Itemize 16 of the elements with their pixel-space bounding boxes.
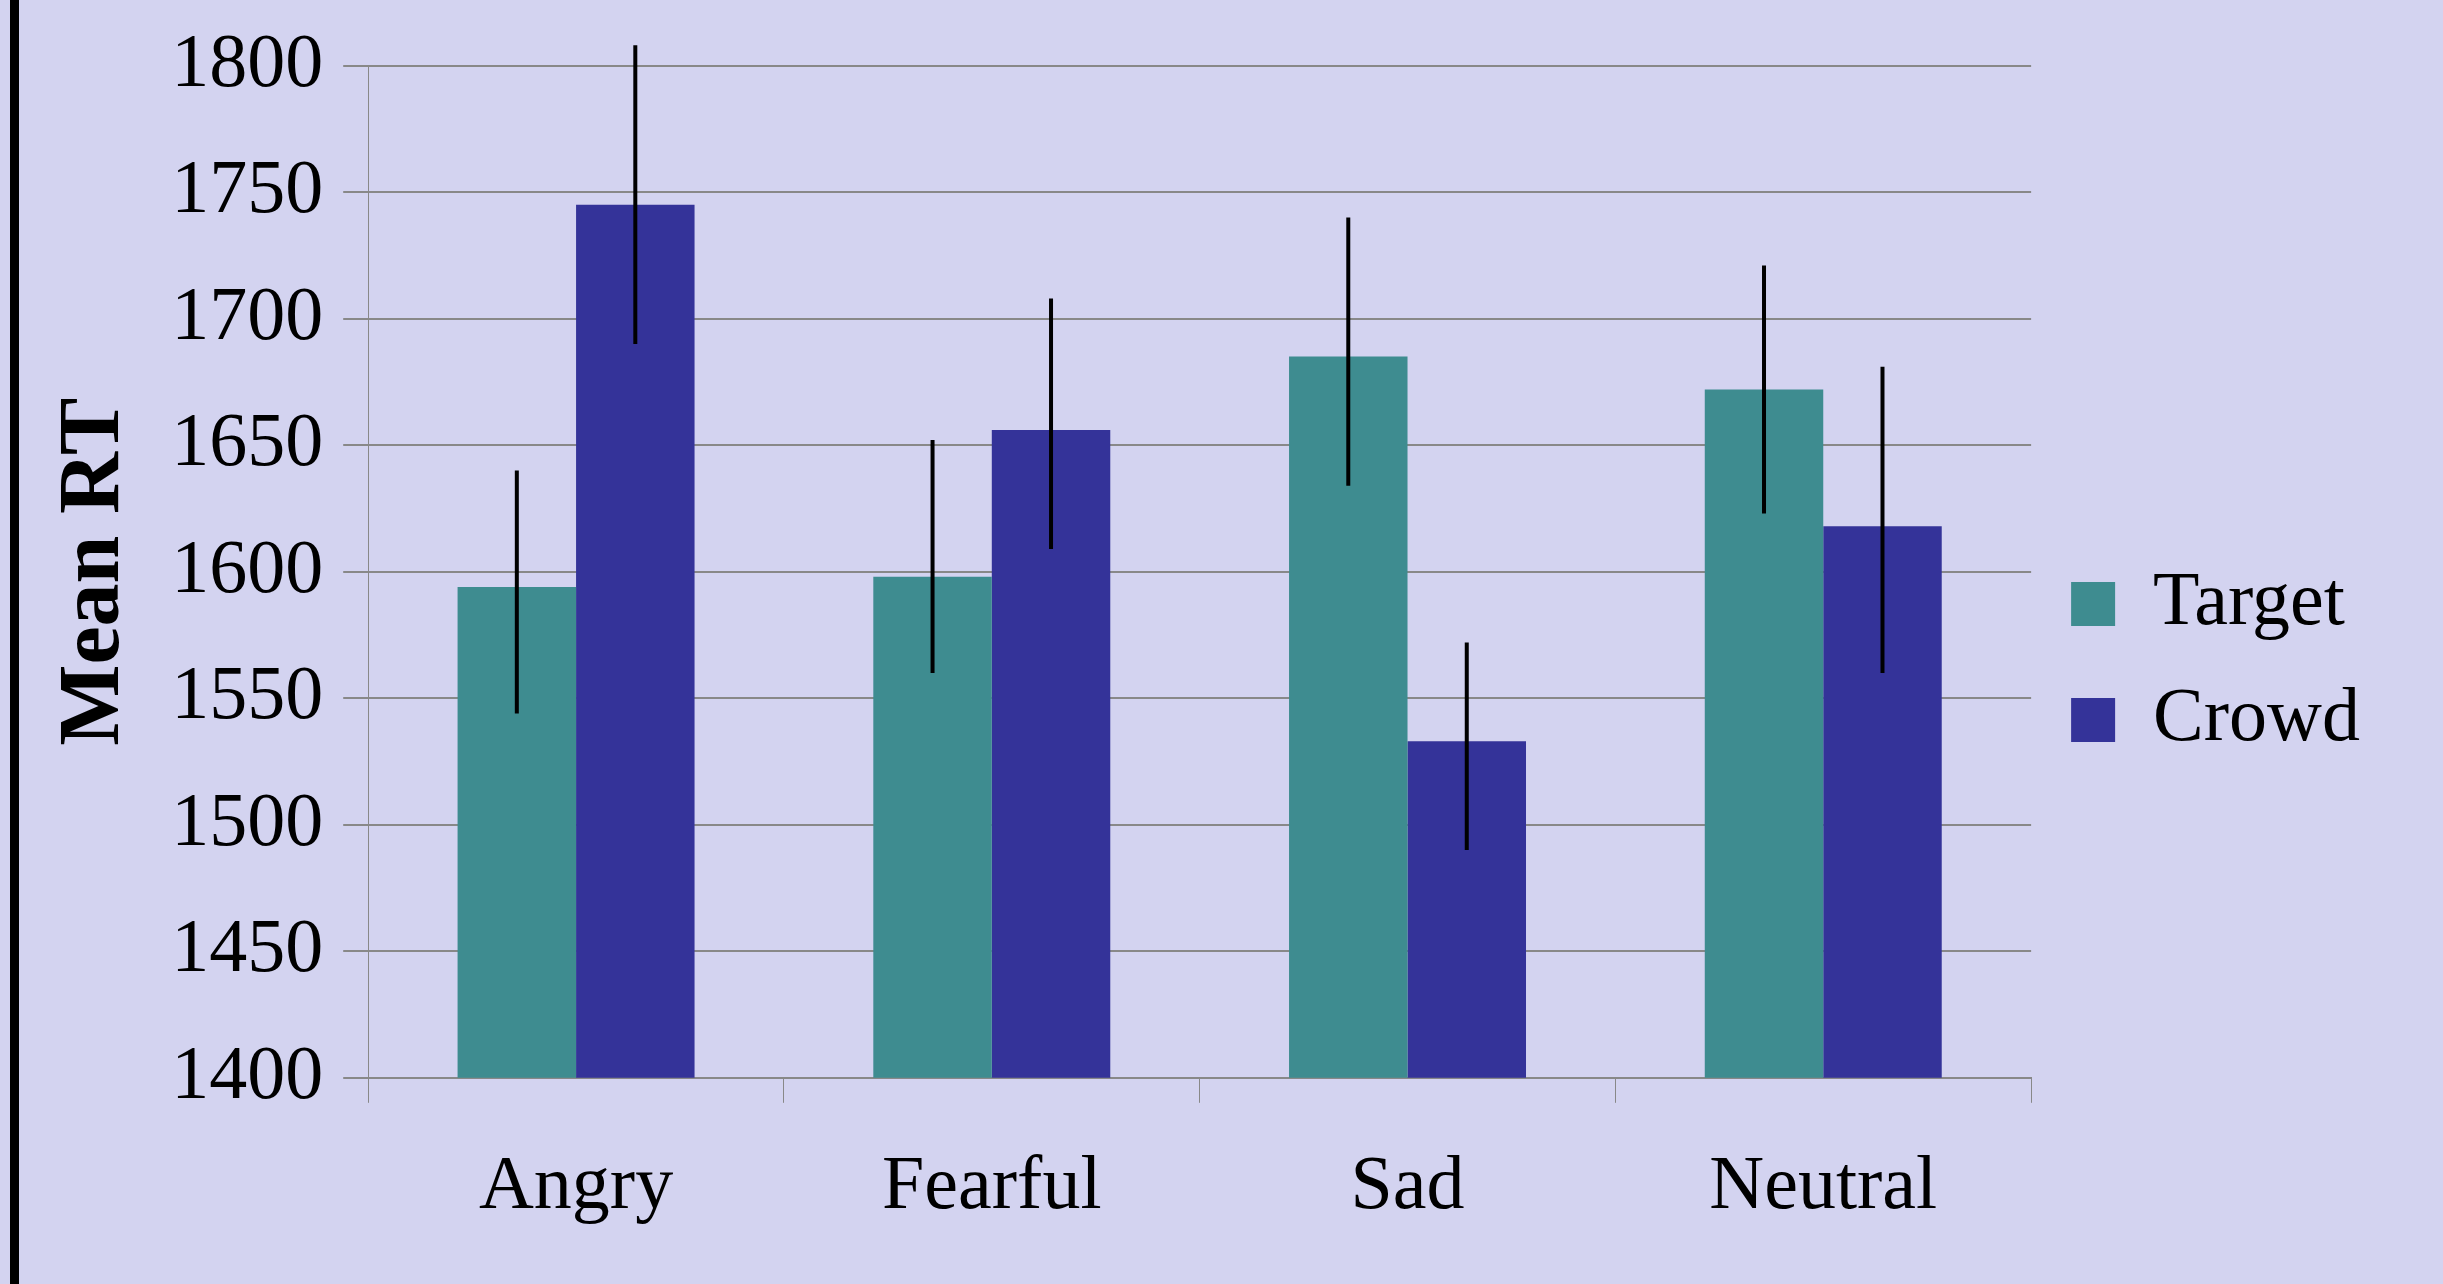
y-axis-title: Mean RT [40, 397, 137, 746]
legend-label: Target [2153, 555, 2345, 640]
x-tick-label: Angry [478, 1140, 674, 1225]
y-tick-label: 1600 [171, 523, 324, 608]
y-tick-label: 1500 [171, 776, 324, 861]
legend-label: Crowd [2153, 671, 2361, 756]
x-tick-label: Fearful [882, 1140, 1102, 1225]
y-tick-label: 1400 [171, 1029, 324, 1114]
y-tick-label: 1650 [171, 397, 324, 482]
y-tick-label: 1800 [171, 17, 324, 102]
y-tick-label: 1550 [171, 650, 324, 735]
x-tick-label: Sad [1350, 1140, 1465, 1225]
y-tick-label: 1450 [171, 903, 324, 988]
y-tick-label: 1750 [171, 144, 324, 229]
y-tick-label: 1700 [171, 270, 324, 355]
x-tick-label: Neutral [1709, 1140, 1938, 1225]
